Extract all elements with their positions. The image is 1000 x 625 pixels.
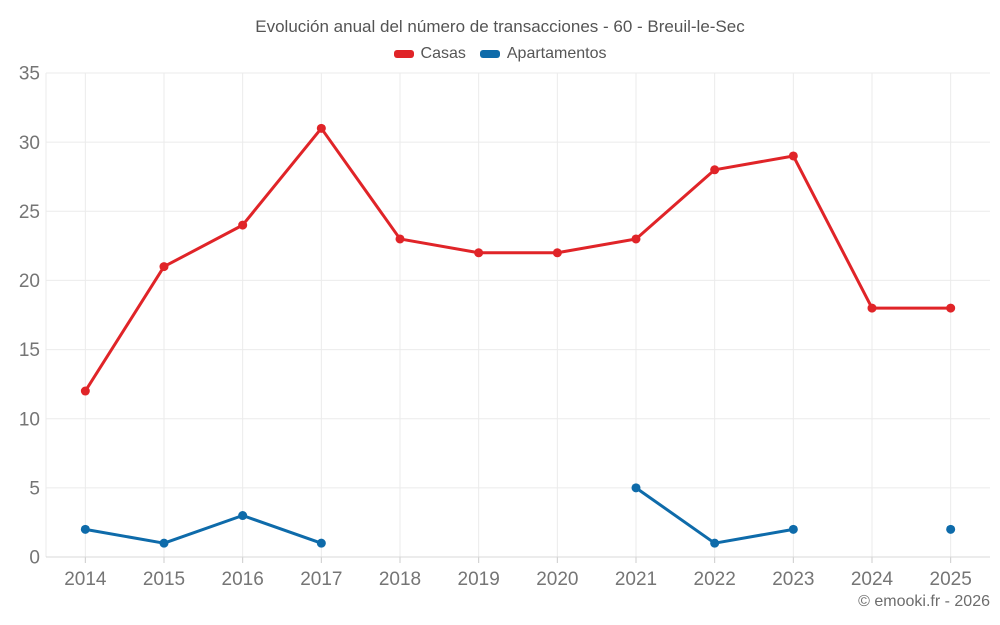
y-axis-tick-label: 5 — [29, 479, 40, 500]
data-point-casas — [395, 234, 405, 244]
y-axis-tick-label: 30 — [19, 133, 40, 154]
data-point-casas — [159, 262, 169, 272]
chart-title: Evolución anual del número de transaccio… — [255, 17, 745, 36]
data-point-apartamentos — [80, 524, 90, 534]
x-axis-tick-label: 2014 — [64, 569, 107, 590]
legend-label-apartamentos: Apartamentos — [506, 45, 607, 62]
y-axis-tick-label: 35 — [19, 64, 40, 85]
x-axis-tick-label: 2025 — [930, 569, 972, 590]
data-point-apartamentos — [238, 511, 248, 521]
data-point-casas — [946, 303, 956, 313]
data-point-casas — [631, 234, 641, 244]
data-point-casas — [552, 248, 562, 258]
legend-swatch-apartamentos — [479, 50, 500, 58]
data-point-casas — [788, 151, 798, 161]
chart-legend: Casas Apartamentos — [0, 45, 1000, 63]
y-axis-tick-label: 15 — [19, 340, 40, 361]
y-axis-tick-label: 0 — [29, 548, 40, 569]
data-point-casas — [80, 386, 90, 396]
data-point-casas — [474, 248, 484, 258]
series-line-casas — [83, 126, 953, 393]
legend-item-apartamentos[interactable]: Apartamentos — [479, 45, 607, 63]
data-point-casas — [238, 220, 248, 230]
data-point-apartamentos — [710, 538, 720, 548]
x-axis-tick-label: 2018 — [379, 569, 421, 590]
data-point-apartamentos — [788, 524, 798, 534]
x-axis-tick-label: 2023 — [772, 569, 814, 590]
x-axis-tick-label: 2022 — [694, 569, 736, 590]
y-axis-tick-label: 25 — [19, 202, 40, 223]
x-axis-tick-label: 2021 — [615, 569, 657, 590]
copyright-text: © emooki.fr - 2026 — [858, 593, 990, 610]
x-axis-tick-label: 2017 — [300, 569, 342, 590]
legend-item-casas[interactable]: Casas — [393, 45, 466, 63]
x-axis-tick-label: 2020 — [536, 569, 578, 590]
series-line-apartamentos — [83, 514, 323, 545]
y-axis-tick-label: 20 — [19, 271, 40, 292]
x-axis-tick-label: 2016 — [222, 569, 264, 590]
x-axis-tick-label: 2015 — [143, 569, 185, 590]
data-point-apartamentos — [946, 524, 956, 534]
x-axis-tick-label: 2024 — [851, 569, 894, 590]
data-point-apartamentos — [316, 538, 326, 548]
x-axis-tick-label: 2019 — [458, 569, 500, 590]
data-point-casas — [316, 123, 326, 133]
data-point-casas — [867, 303, 877, 313]
legend-swatch-casas — [393, 50, 414, 58]
legend-label-casas: Casas — [420, 45, 466, 62]
data-point-apartamentos — [631, 483, 641, 493]
data-point-casas — [710, 165, 720, 175]
y-axis-tick-label: 10 — [19, 409, 40, 430]
data-point-apartamentos — [159, 538, 169, 548]
